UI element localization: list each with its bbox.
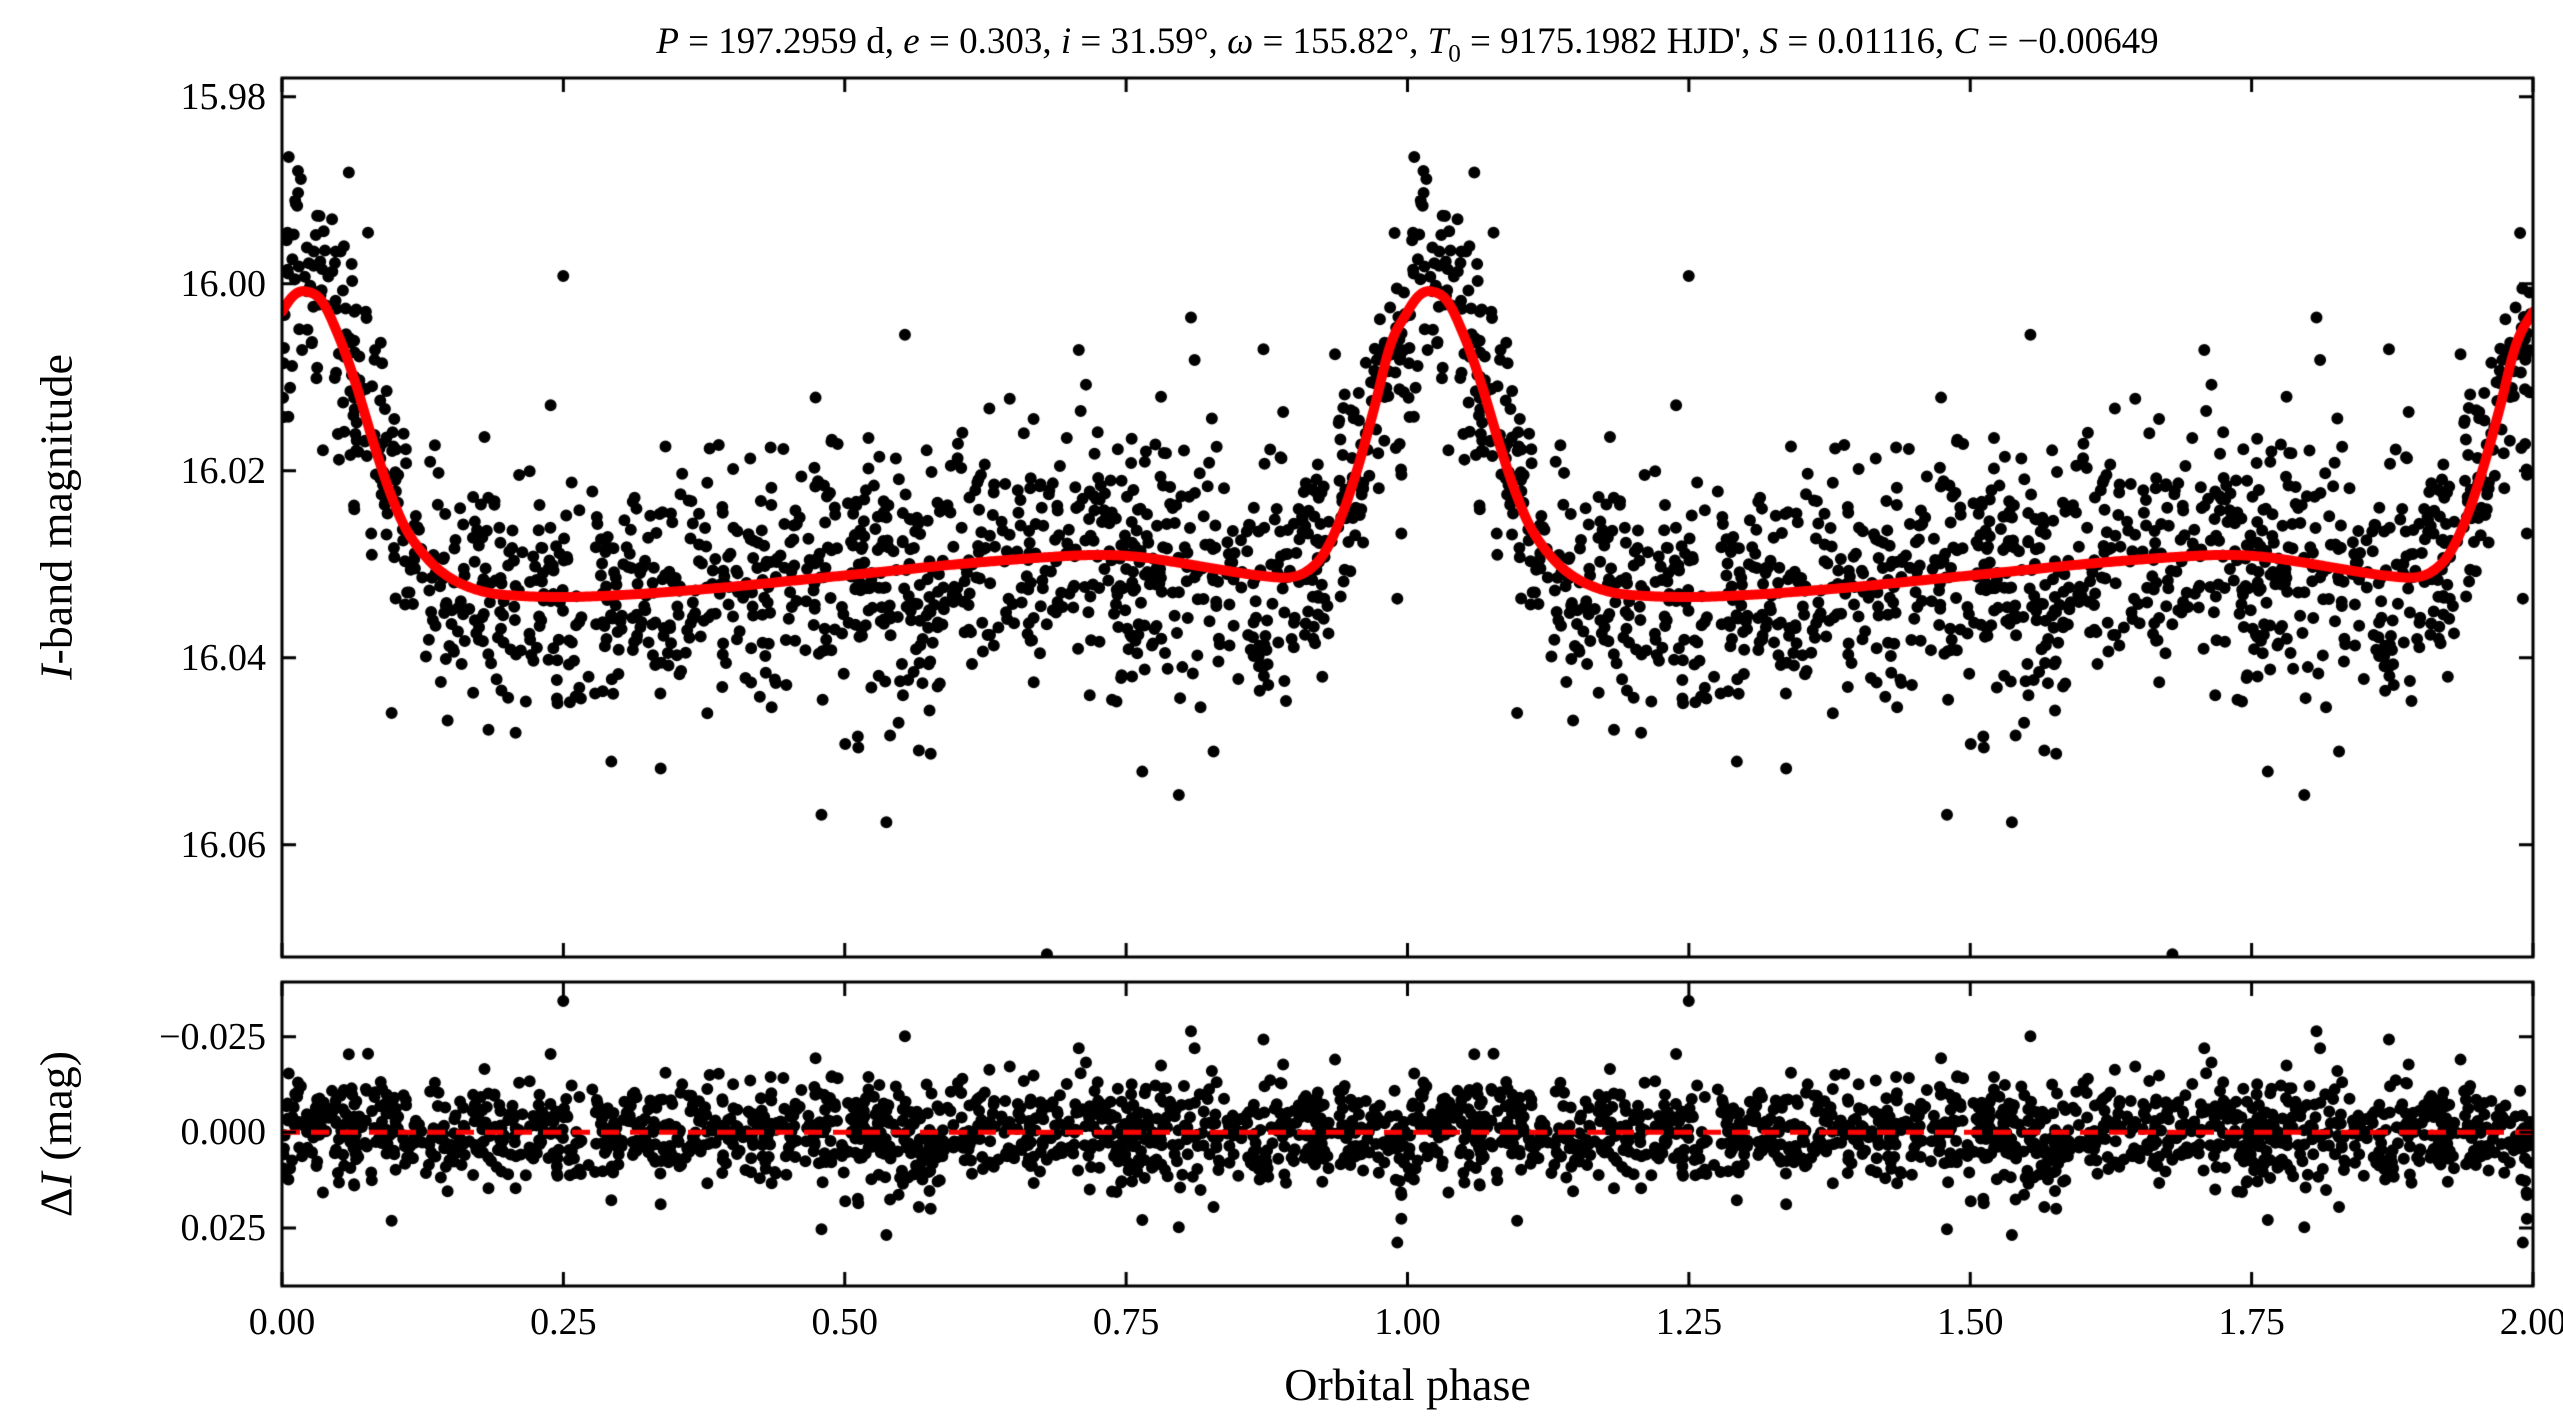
y-tick-label-top: 16.00 <box>180 262 267 305</box>
y-tick-label-top: 16.02 <box>180 449 267 492</box>
y-tick-label-top: 15.98 <box>180 75 267 118</box>
axis-label-y-bottom: ΔI (mag) <box>30 1050 82 1218</box>
y-tick-label-bottom: 0.000 <box>180 1111 267 1154</box>
x-tick-label: 0.75 <box>1092 1301 1160 1343</box>
x-tick-label: 0.00 <box>248 1301 316 1343</box>
x-tick-label: 1.75 <box>2218 1301 2285 1343</box>
plot-title: P = 197.2959 d, e = 0.303, i = 31.59°, ω… <box>656 21 2159 68</box>
y-tick-label-bottom: −0.025 <box>159 1015 266 1058</box>
x-tick-label: 0.50 <box>811 1301 879 1343</box>
axis-label-x: Orbital phase <box>1284 1359 1531 1410</box>
x-tick-label: 1.25 <box>1655 1301 1723 1343</box>
x-tick-label: 0.25 <box>530 1301 597 1343</box>
axis-label-y-top: I-band magnitude <box>30 354 82 680</box>
y-tick-label-top: 16.06 <box>180 823 267 866</box>
x-tick-label: 2.00 <box>2499 1301 2563 1343</box>
x-tick-label: 1.50 <box>1937 1301 2004 1343</box>
x-tick-label: 1.00 <box>1374 1301 1441 1343</box>
y-tick-label-top: 16.04 <box>180 636 267 679</box>
y-tick-label-bottom: 0.025 <box>180 1206 267 1249</box>
